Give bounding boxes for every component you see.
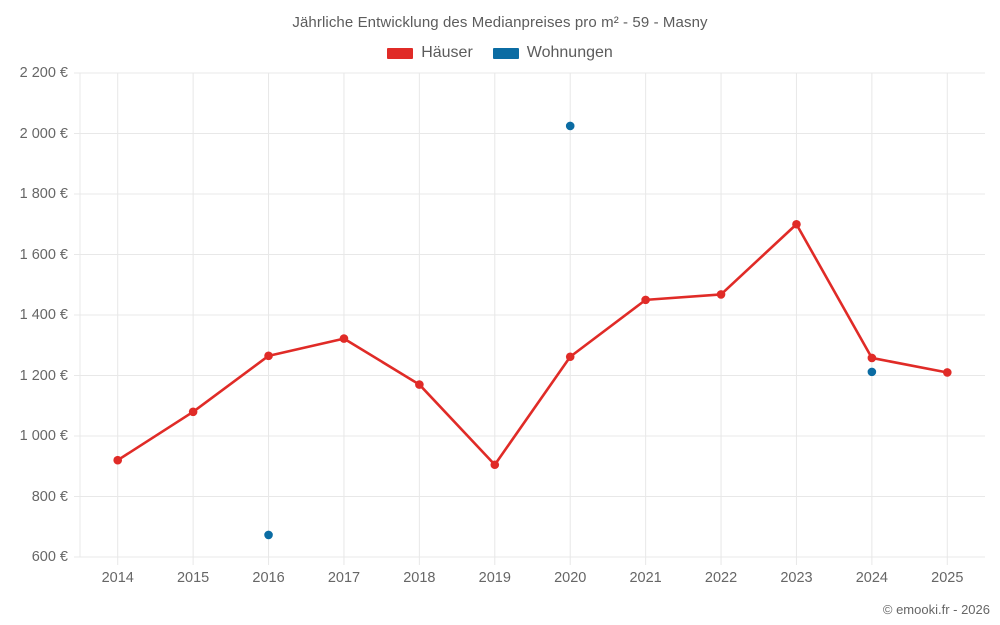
legend-item-wohnungen[interactable]: Wohnungen	[492, 44, 613, 62]
x-axis-tick-label: 2019	[478, 570, 511, 586]
data-point-hauser[interactable]	[565, 352, 575, 362]
x-axis-tick-label: 2014	[101, 570, 134, 586]
x-axis-tick-label: 2020	[554, 570, 587, 586]
data-point-hauser[interactable]	[113, 455, 123, 465]
x-axis-tick-label: 2025	[931, 570, 964, 586]
data-point-wohnungen[interactable]	[867, 367, 877, 377]
legend-label-hauser: Häuser	[421, 44, 473, 61]
x-axis-tick-label: 2018	[403, 570, 436, 586]
y-axis-tick-label-text: 1 000 €	[19, 428, 68, 444]
chart-title: Jährliche Entwicklung des Medianpreises …	[292, 14, 708, 31]
data-point-hauser[interactable]	[867, 353, 877, 363]
chart-legend: Häuser Wohnungen	[0, 44, 1000, 62]
footer-credit: © emooki.fr - 2026	[882, 602, 990, 617]
x-axis-tick-label: 2024	[855, 570, 889, 586]
data-point-hauser[interactable]	[716, 290, 726, 299]
y-axis-tick-label-text: 1 200 €	[19, 367, 68, 384]
y-axis-tick-label-text: 1 800 €	[19, 186, 68, 202]
x-axis-tick-label: 2021	[629, 570, 662, 586]
legend-swatch-wohnungen	[492, 47, 519, 59]
y-axis-tick-label-text: 1 400 €	[19, 307, 68, 323]
data-point-hauser[interactable]	[641, 295, 650, 305]
data-point-wohnungen[interactable]	[264, 530, 273, 540]
legend-label-wohnungen: Wohnungen	[526, 44, 613, 61]
data-point-hauser[interactable]	[188, 407, 198, 417]
data-point-wohnungen[interactable]	[565, 121, 575, 131]
legend-item-hauser[interactable]: Häuser	[387, 44, 473, 62]
y-axis-tick-label-text: 600 €	[31, 549, 68, 565]
y-axis-tick-label-text: 2 200 €	[19, 65, 68, 81]
x-axis-tick-label: 2023	[780, 570, 813, 586]
data-point-hauser[interactable]	[792, 219, 801, 229]
x-axis-tick-label: 2022	[704, 570, 738, 586]
y-axis-tick-label-text: 1 600 €	[19, 246, 68, 263]
legend-swatch-hauser	[387, 47, 414, 59]
x-axis-tick-label: 2015	[176, 570, 210, 586]
y-axis-tick-label-text: 2 000 €	[19, 125, 68, 142]
data-point-hauser[interactable]	[339, 334, 349, 343]
data-point-hauser[interactable]	[490, 460, 500, 470]
data-point-hauser[interactable]	[942, 368, 952, 377]
data-point-hauser[interactable]	[415, 380, 424, 389]
y-axis-tick-label-text: 800 €	[31, 488, 68, 505]
series-line-hauser	[116, 222, 949, 467]
x-axis-tick-label: 2017	[327, 570, 361, 586]
data-point-hauser[interactable]	[264, 351, 273, 361]
x-axis-tick-label: 2016	[252, 570, 285, 586]
